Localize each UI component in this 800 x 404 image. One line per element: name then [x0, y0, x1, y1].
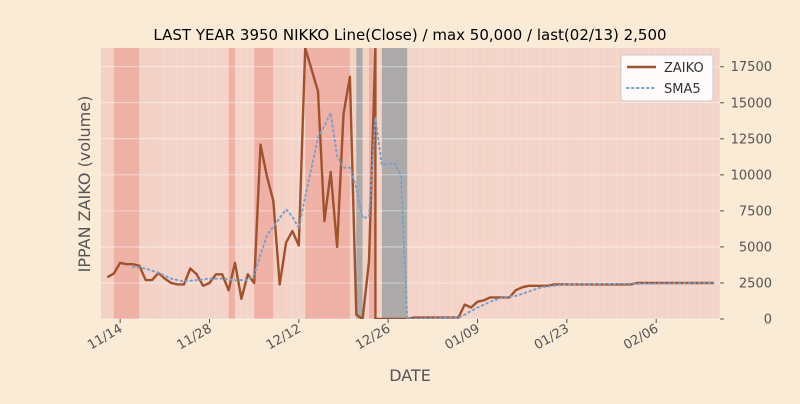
day-stripe: [509, 48, 515, 319]
day-stripe: [700, 48, 707, 319]
day-stripe: [668, 48, 675, 319]
y-axis-label: IPPAN ZAIKO (volume): [75, 96, 94, 273]
day-stripe: [420, 48, 426, 319]
day-stripe: [183, 48, 190, 319]
day-stripe: [196, 48, 202, 319]
day-stripe: [177, 48, 183, 319]
day-stripe: [215, 48, 222, 319]
day-stripe: [203, 48, 209, 319]
day-stripe: [490, 48, 496, 319]
legend-label-zaiko: ZAIKO: [664, 61, 704, 76]
day-stripe: [439, 48, 445, 319]
day-stripe: [171, 48, 177, 319]
day-stripe: [630, 48, 636, 319]
day-stripe: [483, 48, 490, 319]
day-stripe: [713, 48, 719, 319]
x-tick-label: 12/26: [353, 321, 393, 353]
y-tick-label: 0: [764, 313, 772, 328]
y-tick-label: 5000: [739, 240, 772, 255]
day-stripe: [426, 48, 432, 319]
day-stripe: [522, 48, 528, 319]
day-stripe: [158, 48, 164, 319]
day-stripe: [222, 48, 228, 319]
y-tick-label: 2500: [739, 276, 772, 291]
day-stripe: [617, 48, 624, 319]
day-stripe: [541, 48, 547, 319]
day-stripe: [694, 48, 700, 319]
y-tick-label: 10000: [731, 168, 772, 183]
day-stripe: [656, 48, 662, 319]
day-stripe: [637, 48, 643, 319]
day-stripe: [407, 48, 413, 319]
day-stripe: [247, 48, 253, 319]
x-tick-label: 01/23: [532, 321, 572, 353]
day-stripe: [209, 48, 215, 319]
day-stripe: [445, 48, 451, 319]
day-stripe: [554, 48, 560, 319]
series-line-zaiko: [106, 48, 714, 319]
legend: ZAIKO SMA5: [620, 54, 714, 102]
y-tick-label: 15000: [731, 96, 772, 111]
day-stripe: [688, 48, 694, 319]
day-stripe: [707, 48, 713, 319]
day-stripe: [560, 48, 566, 319]
day-stripe: [643, 48, 649, 319]
day-stripe: [375, 48, 381, 319]
day-stripe: [611, 48, 617, 319]
day-stripe: [573, 48, 579, 319]
day-stripe: [528, 48, 534, 319]
day-stripe: [235, 48, 241, 319]
shaded-band-light: [362, 48, 370, 319]
day-stripe: [503, 48, 509, 319]
series-line-sma5: [131, 111, 715, 319]
x-tick-label: 02/06: [621, 321, 661, 353]
legend-label-sma5: SMA5: [664, 82, 701, 97]
x-tick-label: 11/14: [85, 321, 125, 353]
day-stripe: [477, 48, 483, 319]
day-stripe: [649, 48, 655, 319]
day-stripe: [675, 48, 681, 319]
day-stripe: [190, 48, 196, 319]
day-stripe: [241, 48, 247, 319]
day-stripe: [598, 48, 604, 319]
day-stripe: [579, 48, 585, 319]
day-stripe: [515, 48, 521, 319]
day-stripe: [605, 48, 611, 319]
chart-title: LAST YEAR 3950 NIKKO Line(Close) / max 5…: [153, 26, 666, 44]
shaded-band-dark: [113, 48, 140, 319]
x-tick-label: 11/28: [175, 321, 215, 353]
y-tick-label: 7500: [739, 204, 772, 219]
y-tick-label: 17500: [731, 60, 772, 75]
day-stripe: [286, 48, 292, 319]
shaded-band-dark: [228, 48, 236, 319]
day-stripe: [451, 48, 458, 319]
day-stripe: [566, 48, 573, 319]
day-stripe: [292, 48, 298, 319]
day-stripe: [471, 48, 477, 319]
day-stripe: [662, 48, 668, 319]
day-stripe: [624, 48, 630, 319]
shaded-band-light: [101, 48, 114, 319]
day-stripe: [592, 48, 598, 319]
day-stripe: [164, 48, 170, 319]
day-stripe: [585, 48, 592, 319]
shaded-band-gray: [381, 48, 408, 319]
x-tick-label: 01/09: [443, 321, 483, 353]
shaded-band-light: [139, 48, 159, 319]
shaded-band-gray: [356, 48, 363, 319]
x-tick-label: 12/12: [264, 321, 304, 353]
x-axis-label: DATE: [389, 366, 431, 385]
y-tick-label: 12500: [731, 132, 772, 147]
day-stripe: [496, 48, 502, 319]
day-stripe: [432, 48, 439, 319]
day-stripe: [681, 48, 687, 319]
day-stripe: [534, 48, 541, 319]
day-stripe: [458, 48, 464, 319]
shaded-band-dark: [254, 48, 274, 319]
day-stripe: [547, 48, 553, 319]
day-stripe: [464, 48, 470, 319]
day-stripe: [413, 48, 419, 319]
